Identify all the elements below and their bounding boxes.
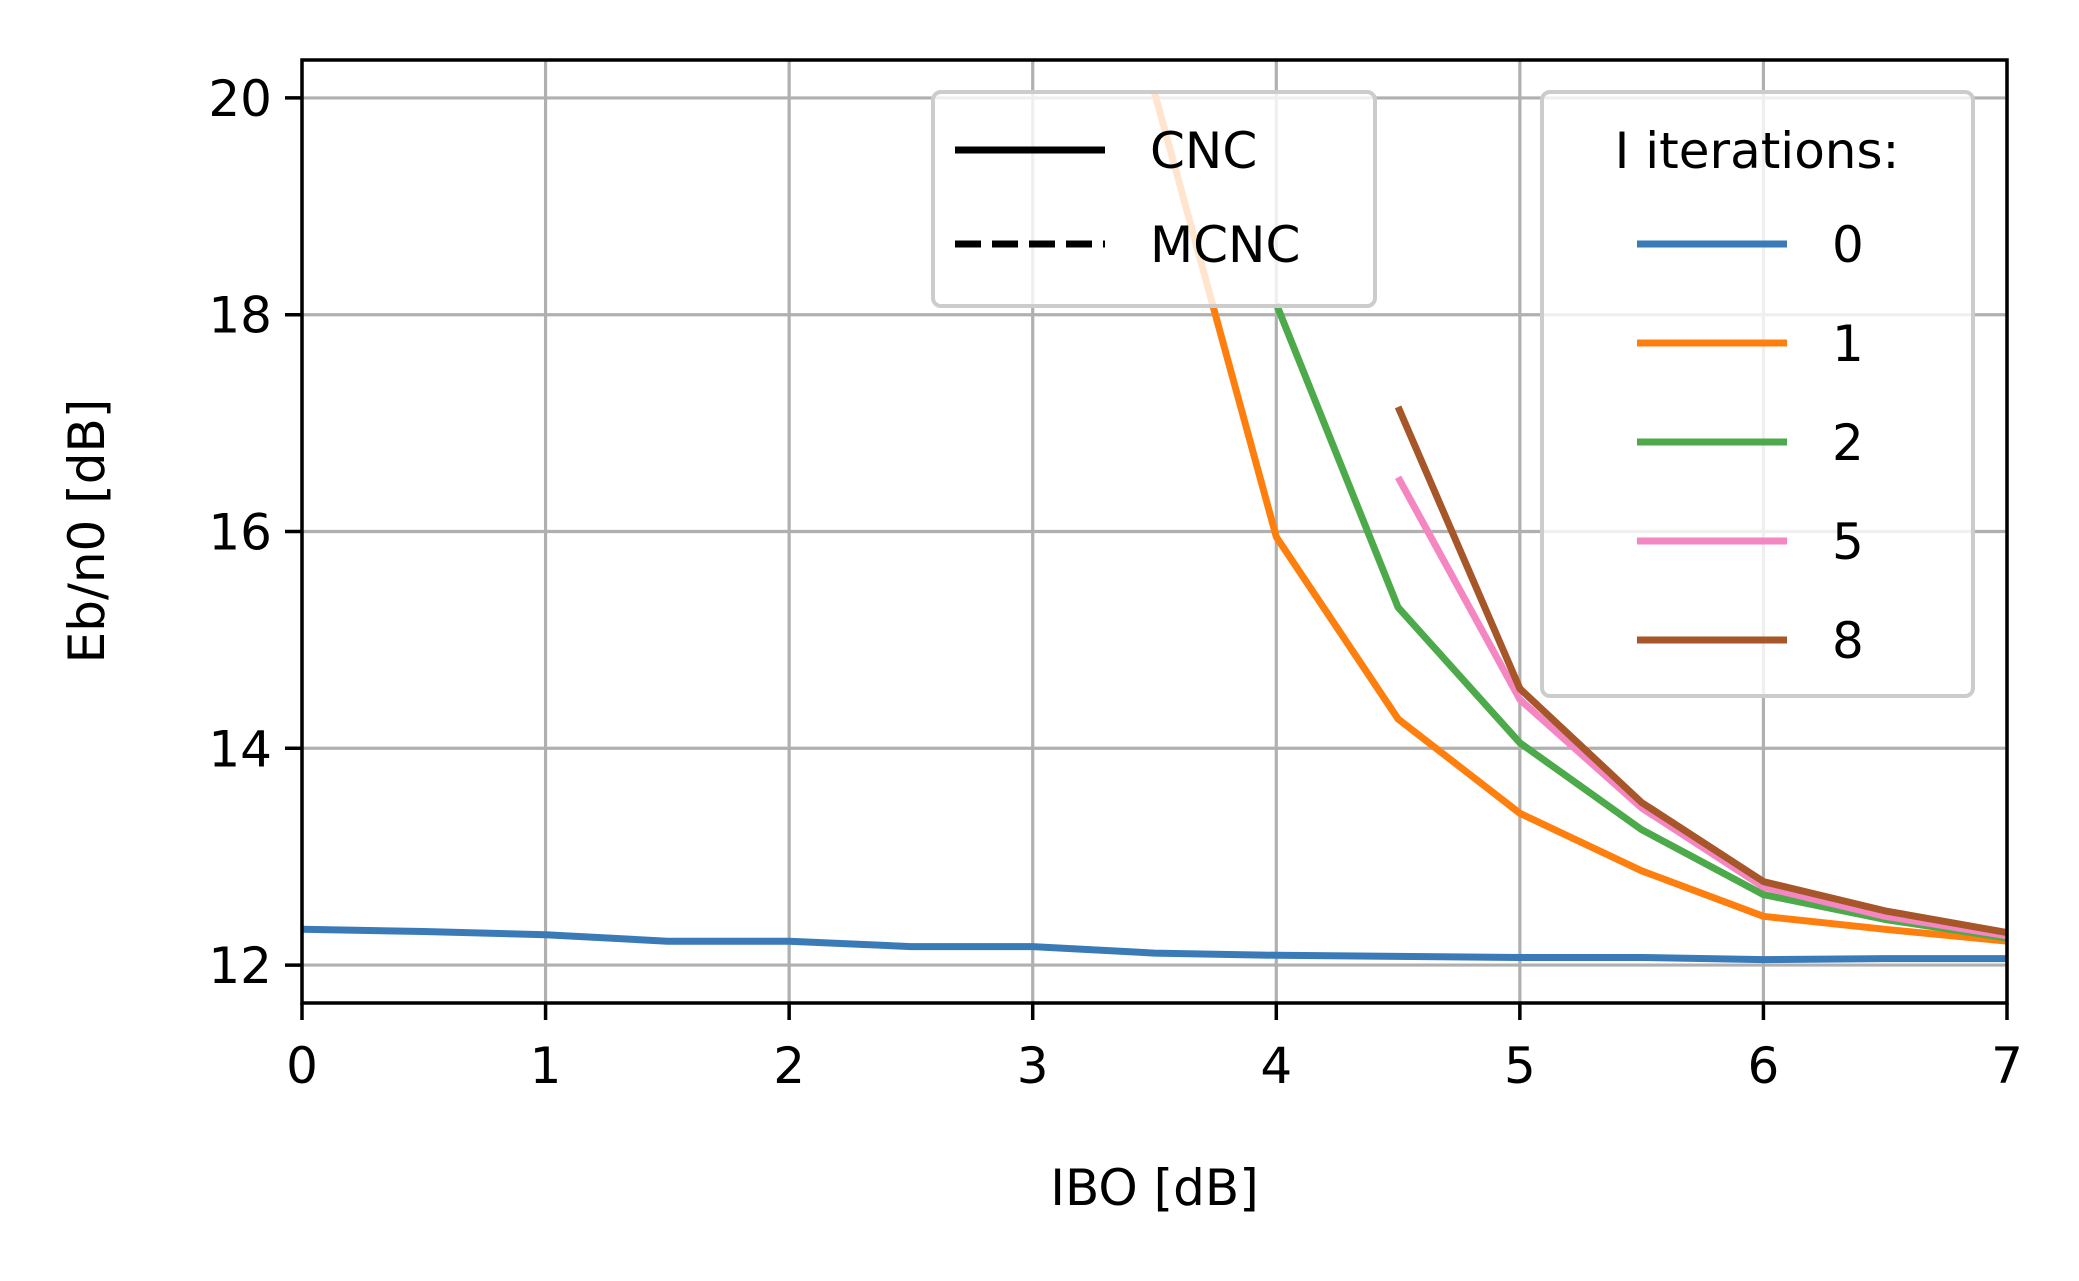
series-line-iterations-5 [1395,475,2007,940]
x-tick-label: 2 [773,1037,805,1095]
legend-label-8: 8 [1832,612,1864,670]
y-tick-label: 20 [208,70,272,128]
iterations-legend-entries: 0 1 2 5 8 [1637,216,1864,670]
legend-mcnc-label: MCNC [1150,216,1300,274]
legend-label-0: 0 [1832,216,1864,274]
x-tick-label: 7 [1991,1037,2023,1095]
x-axis-label: IBO [dB] [1050,1159,1258,1217]
series-line-iterations-1 [1151,91,2007,945]
x-tick-label: 1 [530,1037,562,1095]
series-line-iterations-8 [1394,405,2007,936]
iterations-legend-title: I iterations: [1615,122,1900,180]
legend-label-1: 1 [1832,315,1864,373]
y-tick-label: 18 [208,287,272,345]
series-lines [302,91,2007,964]
series-group [302,91,2007,964]
y-tick-label: 12 [208,937,272,995]
x-tick-label: 5 [1504,1037,1536,1095]
line-style-legend: CNC MCNC [931,90,1377,308]
iterations-legend: I iterations: 0 1 2 5 8 [1540,90,1975,698]
x-tick-label: 4 [1260,1037,1292,1095]
series-line-iterations-0 [302,925,2007,964]
legend-label-5: 5 [1832,513,1864,571]
x-tick-label: 3 [1017,1037,1049,1095]
legend-cnc-label: CNC [1150,122,1257,180]
y-axis-label: Eb/n0 [dB] [58,399,116,664]
legend-label-2: 2 [1832,414,1864,472]
iterations-legend-box [1540,90,1975,698]
y-tick-label: 16 [208,504,272,562]
x-tick-label: 6 [1748,1037,1780,1095]
x-tick-label: 0 [286,1037,318,1095]
line-style-legend-box [931,90,1377,308]
y-tick-label: 14 [208,720,272,778]
